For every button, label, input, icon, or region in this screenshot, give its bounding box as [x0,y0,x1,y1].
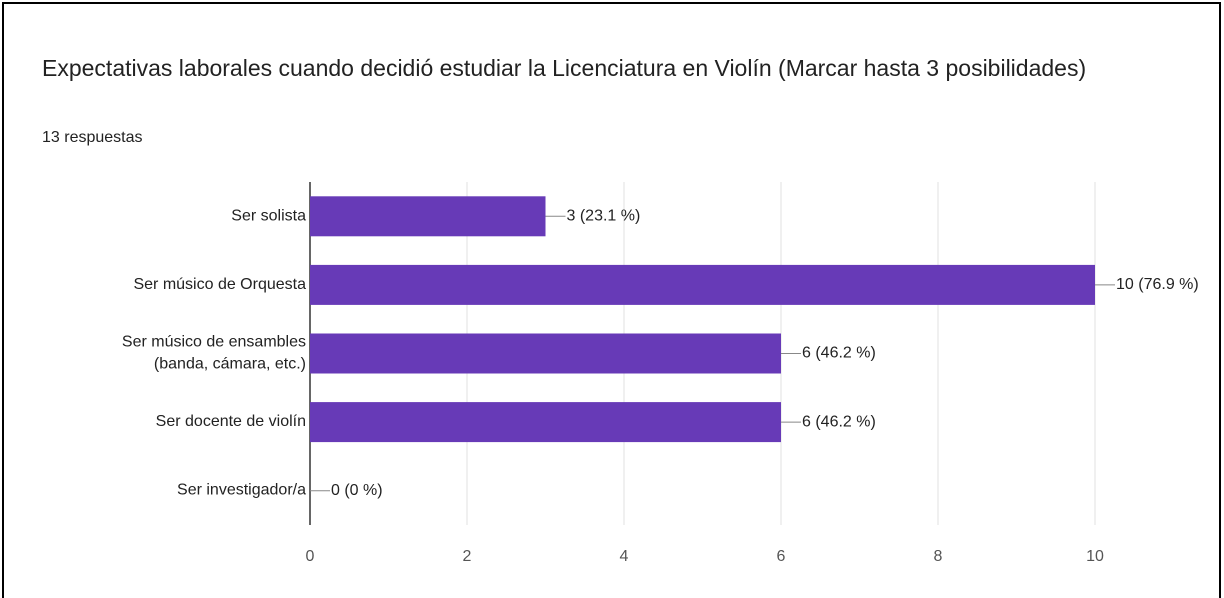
x-tick-label: 6 [777,548,786,565]
chart-subtitle: 13 respuestas [42,129,143,146]
chart-title: Expectativas laborales cuando decidió es… [42,55,1086,81]
x-tick-label: 8 [934,548,943,565]
bar [310,333,781,374]
y-tick-label: Ser músico de ensambles (banda, cámara, e… [122,334,306,373]
data-label: 0 (0 %) [331,482,383,499]
x-tick-label: 0 [306,548,315,565]
data-label: 6 (46.2 %) [802,345,876,362]
x-tick-label: 2 [463,548,472,565]
y-tick-label: Ser músico de Orquesta [133,276,306,293]
y-tick-label: Ser docente de violín [156,413,306,430]
data-label: 6 (46.2 %) [802,413,876,430]
bar [310,196,546,237]
x-tick-label: 4 [620,548,629,565]
data-label: 3 (23.1 %) [567,208,641,225]
bar [310,402,781,443]
y-tick-label: Ser investigador/a [177,482,306,499]
bar [310,264,1095,305]
y-tick-label: Ser solista [231,208,306,225]
x-tick-label: 10 [1086,548,1104,565]
data-label: 10 (76.9 %) [1116,276,1199,293]
